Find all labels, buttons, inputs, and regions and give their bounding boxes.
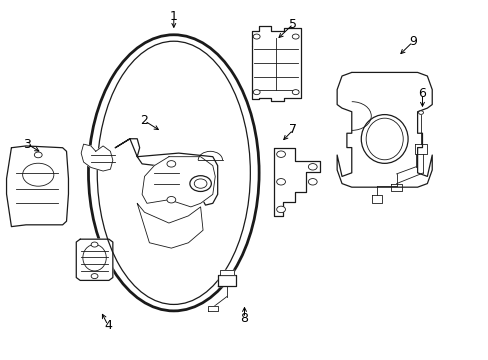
Ellipse shape xyxy=(276,179,285,185)
Polygon shape xyxy=(6,146,68,226)
Ellipse shape xyxy=(361,114,407,163)
Text: 7: 7 xyxy=(289,123,297,136)
Polygon shape xyxy=(142,157,215,207)
Ellipse shape xyxy=(292,34,299,39)
Ellipse shape xyxy=(91,242,98,247)
Text: 1: 1 xyxy=(169,10,177,23)
Ellipse shape xyxy=(88,35,259,311)
Polygon shape xyxy=(81,144,113,171)
Ellipse shape xyxy=(34,152,42,158)
Polygon shape xyxy=(336,72,431,187)
Polygon shape xyxy=(207,306,217,311)
Text: 6: 6 xyxy=(418,87,426,100)
Polygon shape xyxy=(217,275,236,286)
Ellipse shape xyxy=(166,161,175,167)
Polygon shape xyxy=(390,184,402,191)
Text: 3: 3 xyxy=(23,138,31,150)
Text: 2: 2 xyxy=(141,114,148,127)
Ellipse shape xyxy=(276,151,285,157)
Ellipse shape xyxy=(189,176,211,192)
Polygon shape xyxy=(414,144,426,154)
Polygon shape xyxy=(137,203,203,248)
Polygon shape xyxy=(220,270,233,275)
Polygon shape xyxy=(76,239,113,280)
Ellipse shape xyxy=(194,179,206,188)
Ellipse shape xyxy=(166,197,175,203)
Ellipse shape xyxy=(91,274,98,279)
Ellipse shape xyxy=(253,90,260,95)
Text: 9: 9 xyxy=(408,35,416,49)
Ellipse shape xyxy=(418,111,423,114)
Text: 8: 8 xyxy=(240,311,248,325)
Ellipse shape xyxy=(82,244,106,271)
Ellipse shape xyxy=(253,34,260,39)
Ellipse shape xyxy=(292,90,299,95)
Ellipse shape xyxy=(276,206,285,213)
Text: 5: 5 xyxy=(289,18,297,31)
Text: 4: 4 xyxy=(104,319,112,332)
Ellipse shape xyxy=(308,163,317,170)
Polygon shape xyxy=(371,195,381,203)
Polygon shape xyxy=(115,139,217,205)
Polygon shape xyxy=(251,26,300,101)
Ellipse shape xyxy=(308,179,317,185)
Polygon shape xyxy=(273,148,320,216)
